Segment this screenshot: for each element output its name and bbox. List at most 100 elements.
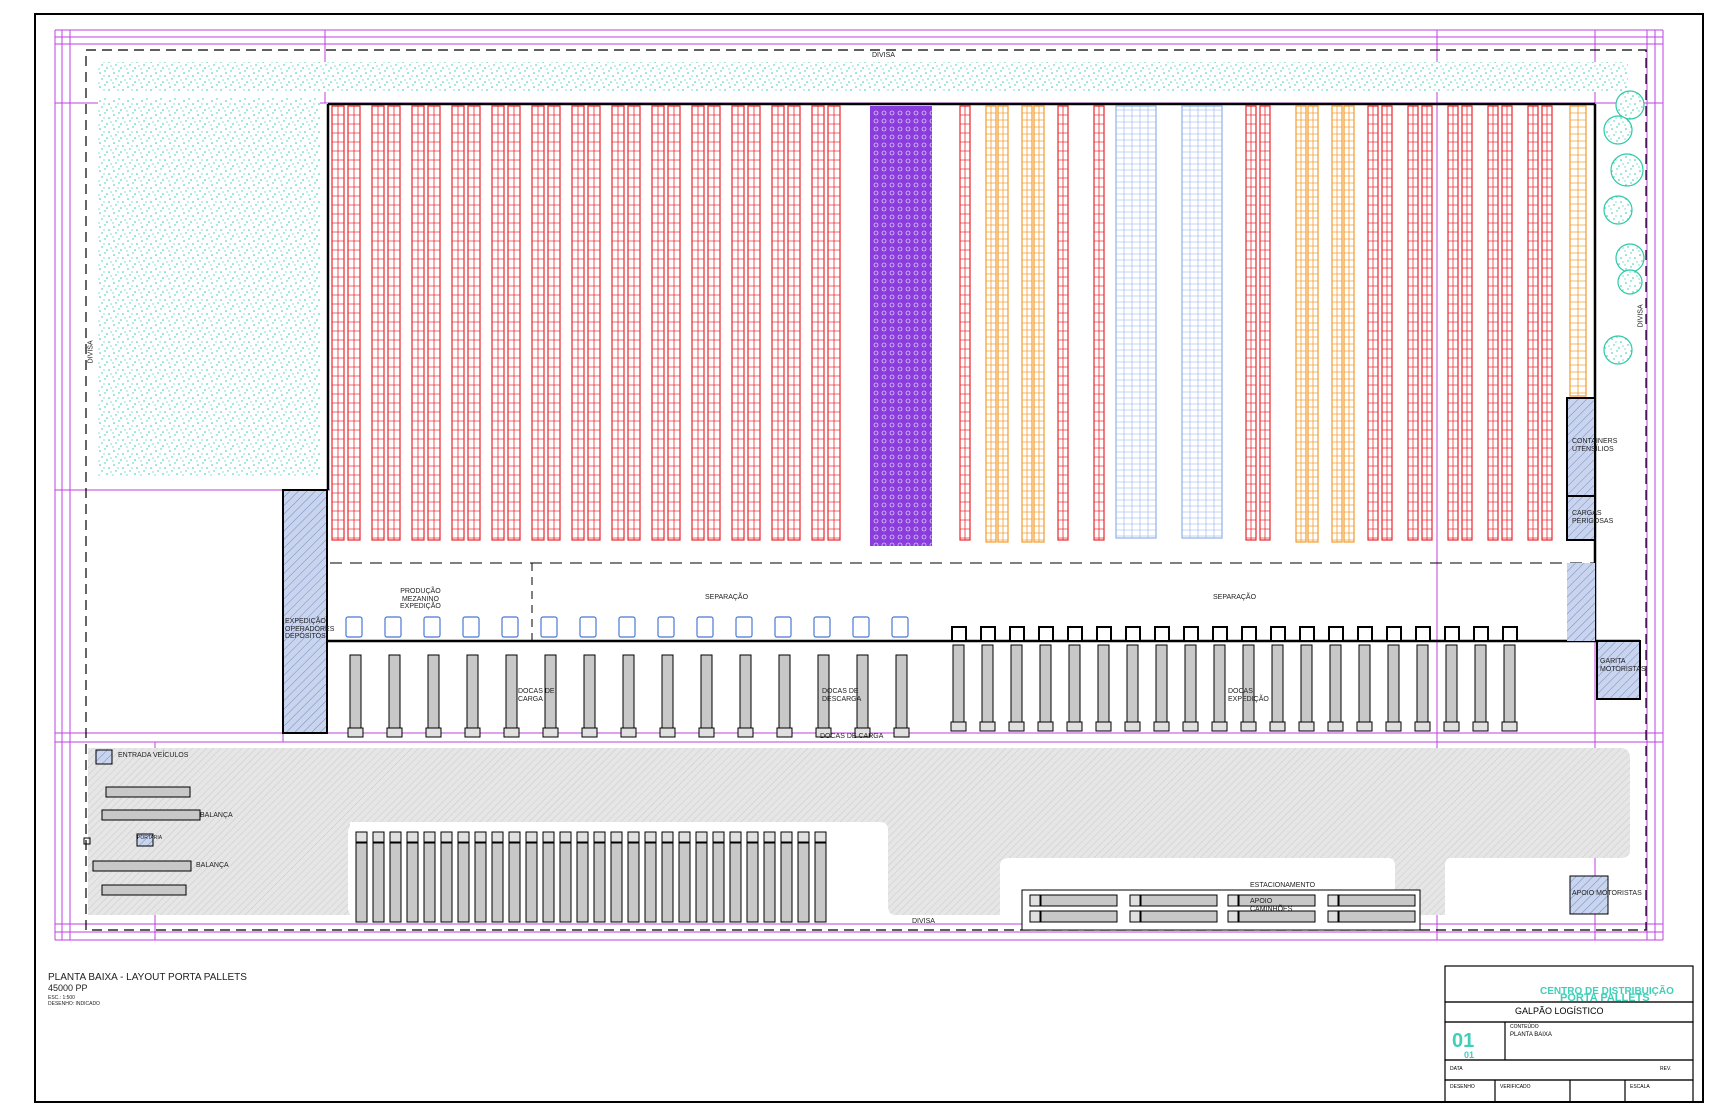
trees xyxy=(1603,90,1645,365)
tb-drawn: DESENHO xyxy=(1450,1084,1475,1090)
dock-door xyxy=(579,616,597,638)
rack-blue-block xyxy=(1115,105,1157,539)
rack-row xyxy=(467,105,481,541)
expedition-side-block xyxy=(282,489,328,734)
sheet-outer-border xyxy=(34,13,1704,1103)
truck xyxy=(425,654,442,738)
tb-sheet-total: 01 xyxy=(1464,1050,1475,1060)
rack-row xyxy=(985,105,997,543)
dock-notch xyxy=(1212,626,1228,642)
dock-door xyxy=(462,616,480,638)
tb-company-1: CENTRO DE DISTRIBUIÇÃO xyxy=(1540,986,1674,997)
trucks-docked xyxy=(347,644,1518,738)
label-producao: PRODUÇÃO MEZANINO EXPEDIÇÃO xyxy=(400,588,441,611)
trailer xyxy=(1227,894,1316,907)
trailer xyxy=(1129,894,1218,907)
dock-door xyxy=(891,616,909,638)
rack-row xyxy=(507,105,521,541)
truck xyxy=(1240,644,1257,732)
parked-truck xyxy=(780,831,793,923)
parked-truck xyxy=(508,831,521,923)
rack-row xyxy=(771,105,785,541)
dock-notch xyxy=(1415,626,1431,642)
label-balanca-1: BALANÇA xyxy=(200,812,233,819)
label-apoio-motoristas: APOIO MOTORISTAS xyxy=(1572,890,1642,897)
truck xyxy=(776,654,793,738)
parked-truck xyxy=(440,831,453,923)
parked-truck xyxy=(576,831,589,923)
parked-truck xyxy=(610,831,623,923)
label-cargas: CARGAS PERIGOSAS xyxy=(1572,510,1614,525)
dock-door xyxy=(501,616,519,638)
parked-truck xyxy=(797,831,810,923)
dock-door xyxy=(696,616,714,638)
side-strip-hatch xyxy=(1567,563,1595,641)
dock-door xyxy=(852,616,870,638)
label-apoio-caminhoes: APOIO CAMINHÕES xyxy=(1250,898,1293,913)
dock-notch xyxy=(1096,626,1112,642)
parked-truck xyxy=(406,831,419,923)
truck xyxy=(1211,644,1228,732)
dock-notch xyxy=(1473,626,1489,642)
dock-notch xyxy=(1357,626,1373,642)
label-docas-left: DOCAS DE CARGA xyxy=(518,688,555,703)
parked-truck xyxy=(389,831,402,923)
dock-notch xyxy=(1154,626,1170,642)
rack-row xyxy=(587,105,601,541)
rack-row xyxy=(547,105,561,541)
truck xyxy=(659,654,676,738)
dock-notch xyxy=(1299,626,1315,642)
label-docas-row: DOCAS DE CARGA xyxy=(820,733,884,740)
rack-row xyxy=(411,105,425,541)
truck xyxy=(698,654,715,738)
rack-row xyxy=(1527,105,1539,541)
tb-sheet-label: CONTEÚDO xyxy=(1510,1024,1539,1030)
rack-row xyxy=(387,105,401,541)
label-entrada: ENTRADA VEÍCULOS xyxy=(118,752,189,759)
rack-row xyxy=(997,105,1009,543)
trailer xyxy=(1327,910,1416,923)
dock-door xyxy=(618,616,636,638)
label-separacao-left: SEPARAÇÃO xyxy=(705,594,749,601)
hazard-block xyxy=(1566,495,1596,541)
drawing-title: PLANTA BAIXA - LAYOUT PORTA PALLETS xyxy=(48,972,247,983)
tb-revision: REV. xyxy=(1660,1066,1672,1072)
truck xyxy=(1298,644,1315,732)
trailer xyxy=(1029,910,1118,923)
dock-notch xyxy=(1183,626,1199,642)
parked-truck xyxy=(423,831,436,923)
truck xyxy=(464,654,481,738)
dock-notches-right xyxy=(951,626,1518,642)
parked-truck xyxy=(474,831,487,923)
entry-box xyxy=(95,749,113,765)
truck xyxy=(979,644,996,732)
parked-truck xyxy=(644,831,657,923)
truck xyxy=(1153,644,1170,732)
rack-row xyxy=(1569,105,1587,397)
dock-notch xyxy=(1328,626,1344,642)
truck xyxy=(1066,644,1083,732)
rack-row xyxy=(571,105,585,541)
dock-door xyxy=(735,616,753,638)
truck xyxy=(950,644,967,732)
truck xyxy=(1414,644,1431,732)
parked-truck xyxy=(695,831,708,923)
truck xyxy=(1472,644,1489,732)
truck xyxy=(854,654,871,738)
property-boundary xyxy=(85,49,1647,931)
rack-row xyxy=(627,105,641,541)
rack-row xyxy=(1407,105,1419,541)
parked-truck xyxy=(678,831,691,923)
dock-door xyxy=(657,616,675,638)
dock-door xyxy=(423,616,441,638)
truck xyxy=(1008,644,1025,732)
label-divisa-top: DIVISA xyxy=(872,52,895,59)
apoio-box xyxy=(1569,875,1609,915)
gate-area xyxy=(83,786,201,896)
label-portaria: PORTARIA xyxy=(137,835,163,841)
rack-blue-block xyxy=(1181,105,1223,539)
label-separacao-right: SEPARAÇÃO xyxy=(1213,594,1257,601)
rack-row xyxy=(959,105,971,541)
dock-door xyxy=(345,616,363,638)
rack-row xyxy=(731,105,745,541)
